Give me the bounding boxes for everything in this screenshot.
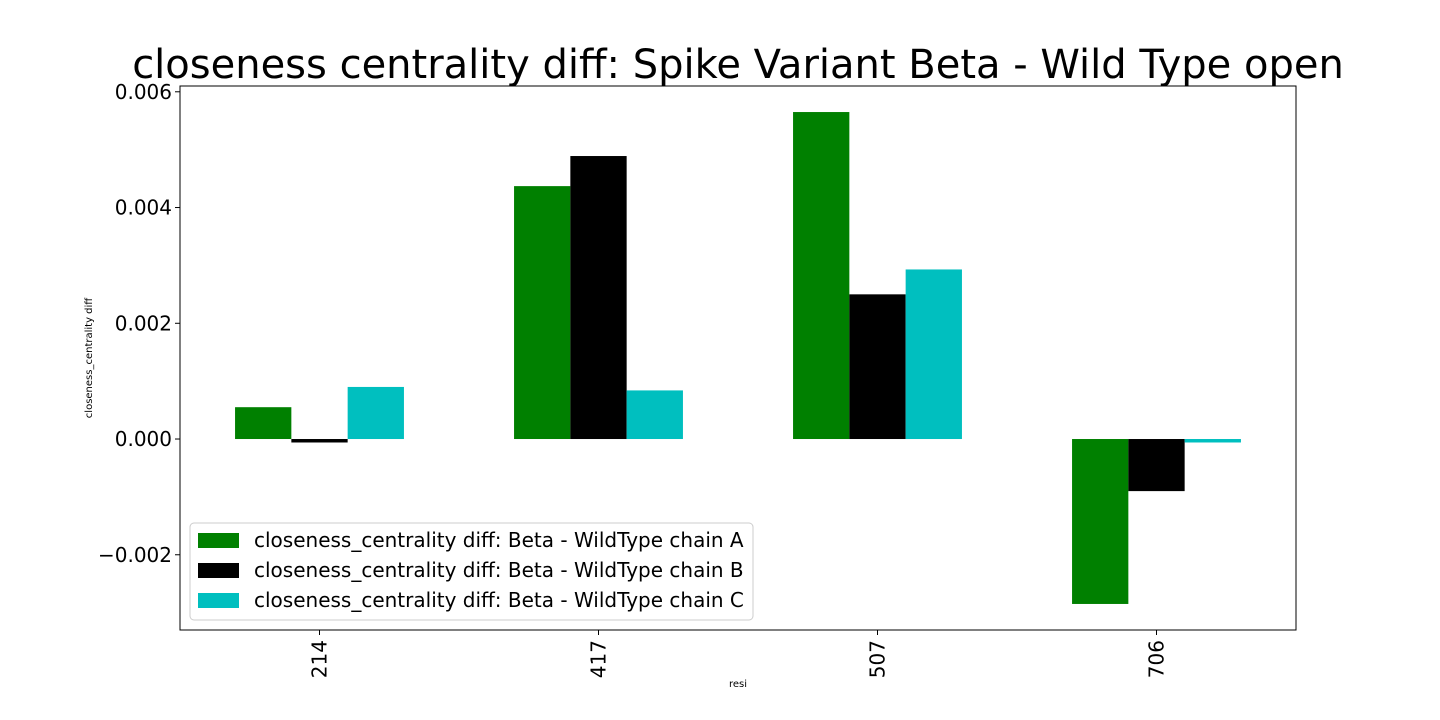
chart-title: closeness centrality diff: Spike Variant…	[132, 42, 1344, 88]
bar-214-series-1	[235, 407, 292, 440]
y-tick-label: −0.002	[98, 543, 172, 567]
y-tick-label: 0.000	[115, 427, 172, 451]
legend: closeness_centrality diff: Beta - WildTy…	[189, 522, 754, 621]
legend-swatch-2	[198, 563, 239, 578]
x-tick-label: 507	[866, 640, 890, 678]
plot-frame	[179, 85, 1297, 631]
legend-label-3: closeness_centrality diff: Beta - WildTy…	[254, 588, 744, 612]
bar-706-series-2	[1128, 439, 1185, 492]
x-axis-label: resi	[729, 679, 747, 690]
x-tick-label: 706	[1145, 640, 1169, 678]
y-tick-label: 0.002	[115, 311, 172, 335]
bar-417-series-1	[514, 186, 571, 440]
legend-swatch-3	[198, 593, 239, 608]
legend-swatch-1	[198, 533, 239, 548]
bar-507-series-1	[793, 112, 850, 440]
bar-417-series-2	[570, 156, 627, 440]
bar-706-series-1	[1072, 439, 1129, 604]
legend-label-1: closeness_centrality diff: Beta - WildTy…	[254, 528, 744, 552]
bar-214-series-3	[347, 386, 404, 440]
legend-box	[189, 522, 754, 621]
plot-area: −0.002 0.000 0.002 0.004 0.006 214 417 507 706	[98, 80, 1297, 678]
x-tick-label: 214	[308, 640, 332, 678]
legend-label-2: closeness_centrality diff: Beta - WildTy…	[254, 558, 744, 582]
y-axis-label: closeness_centrality diff	[84, 297, 95, 419]
bar-417-series-3	[626, 390, 683, 440]
bar-507-series-3	[905, 269, 962, 440]
bar-214-series-2	[291, 439, 348, 443]
x-tick-label: 417	[587, 640, 611, 678]
y-tick-label: 0.006	[115, 80, 172, 104]
y-tick-label: 0.004	[115, 196, 172, 220]
bar-706-series-3	[1184, 439, 1241, 443]
bar-507-series-2	[849, 294, 906, 440]
